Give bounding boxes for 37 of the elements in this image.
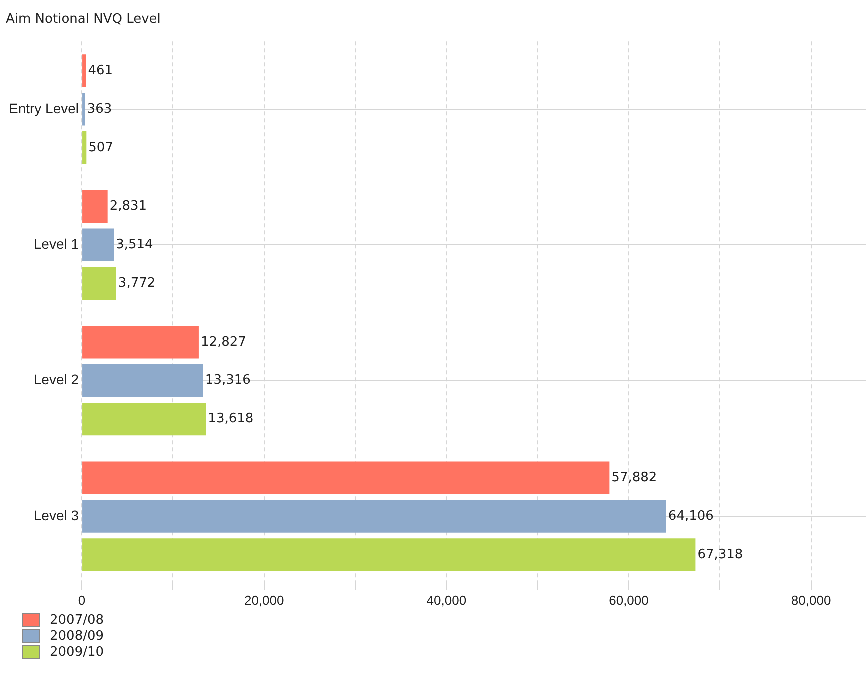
x-tick-label: 0 — [78, 592, 86, 608]
y-tick-label: Level 2 — [34, 372, 80, 388]
legend-label: 2007/08 — [50, 612, 104, 628]
bar — [82, 93, 86, 126]
bar — [82, 364, 204, 398]
bar — [82, 54, 86, 88]
data-label: 64,106 — [668, 508, 714, 524]
data-label: 13,316 — [205, 373, 251, 388]
y-tick-label: Level 3 — [34, 507, 80, 524]
bar — [82, 267, 116, 300]
bar — [82, 462, 610, 494]
data-label: 3,514 — [116, 238, 154, 253]
x-tick-label: 60,000 — [609, 592, 649, 608]
bar — [82, 132, 87, 164]
bar — [82, 190, 108, 224]
data-label: 12,827 — [200, 334, 246, 350]
data-label: 363 — [87, 102, 112, 117]
x-tick-label: 20,000 — [244, 592, 284, 608]
bar — [82, 500, 666, 533]
x-tick-label: 80,000 — [791, 592, 832, 608]
data-label: 13,618 — [208, 412, 254, 427]
data-label: 67,318 — [698, 547, 744, 562]
data-label: 2,831 — [110, 199, 148, 214]
data-label: 507 — [88, 140, 114, 156]
legend-label: 2009/10 — [50, 644, 104, 660]
bar — [82, 538, 696, 572]
data-label: 461 — [88, 63, 114, 78]
x-tick-label: 40,000 — [426, 592, 467, 608]
data-label: 57,882 — [612, 470, 658, 486]
bar — [82, 228, 114, 262]
y-tick-label: Level 1 — [34, 236, 80, 252]
bar — [82, 402, 206, 436]
data-label: 3,772 — [118, 276, 156, 291]
y-tick-label: Entry Level — [8, 100, 80, 116]
legend-label: 2008/09 — [50, 628, 104, 644]
y-axis-title: Aim Notional NVQ Level — [6, 12, 161, 28]
bar — [82, 326, 199, 359]
